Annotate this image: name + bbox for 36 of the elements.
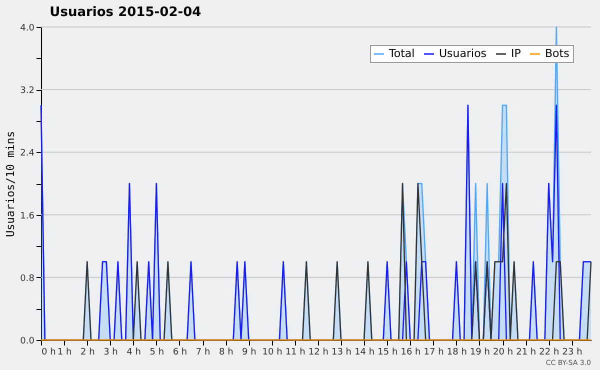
x-tick-label: 23 h [562, 348, 582, 358]
x-tick-label: 11 h [285, 348, 306, 358]
y-tick-label: 1.6 [20, 211, 35, 222]
x-tick-label: 17 h [424, 348, 444, 358]
y-tick-label: 3.2 [20, 86, 34, 96]
legend-label: Total [388, 47, 415, 60]
x-tick-label: 3 h [104, 348, 118, 358]
x-tick-label: 8 h [218, 348, 234, 358]
chart-title: Usuarios 2015-02-04 [50, 5, 202, 20]
x-tick-label: 6 h [172, 348, 188, 358]
x-tick-label: 16 h [400, 348, 421, 358]
legend-label: IP [511, 47, 522, 60]
x-tick-label: 15 h [378, 348, 398, 358]
y-tick-label: 0.8 [20, 274, 35, 284]
legend-label: Bots [545, 47, 570, 60]
y-tick-label: 2.4 [20, 148, 35, 159]
x-tick-label: 1 h [57, 348, 72, 358]
y-axis-title: Usuarios/10 mins [4, 131, 18, 237]
x-tick-label: 12 h [308, 348, 328, 358]
x-tick-label: 0 h [42, 348, 56, 358]
x-tick-label: 21 h [516, 348, 536, 358]
legend-label: Usuarios [439, 47, 487, 60]
x-tick-label: 22 h [539, 348, 560, 358]
y-tick-label: 0.0 [20, 336, 35, 346]
x-tick-label: 2 h [80, 348, 95, 358]
x-tick-label: 4 h [126, 348, 141, 358]
x-tick-label: 9 h [242, 348, 256, 358]
x-tick-label: 20 h [493, 348, 514, 358]
x-tick-label: 19 h [470, 348, 490, 358]
x-tick-label: 18 h [446, 348, 467, 358]
y-tick-label: 4.0 [20, 24, 35, 34]
x-tick-label: 13 h [331, 348, 352, 358]
x-tick-label: 5 h [150, 348, 164, 358]
x-tick-label: 7 h [196, 348, 210, 358]
x-tick-label: 14 h [354, 348, 375, 358]
x-tick-label: 10 h [262, 348, 282, 358]
